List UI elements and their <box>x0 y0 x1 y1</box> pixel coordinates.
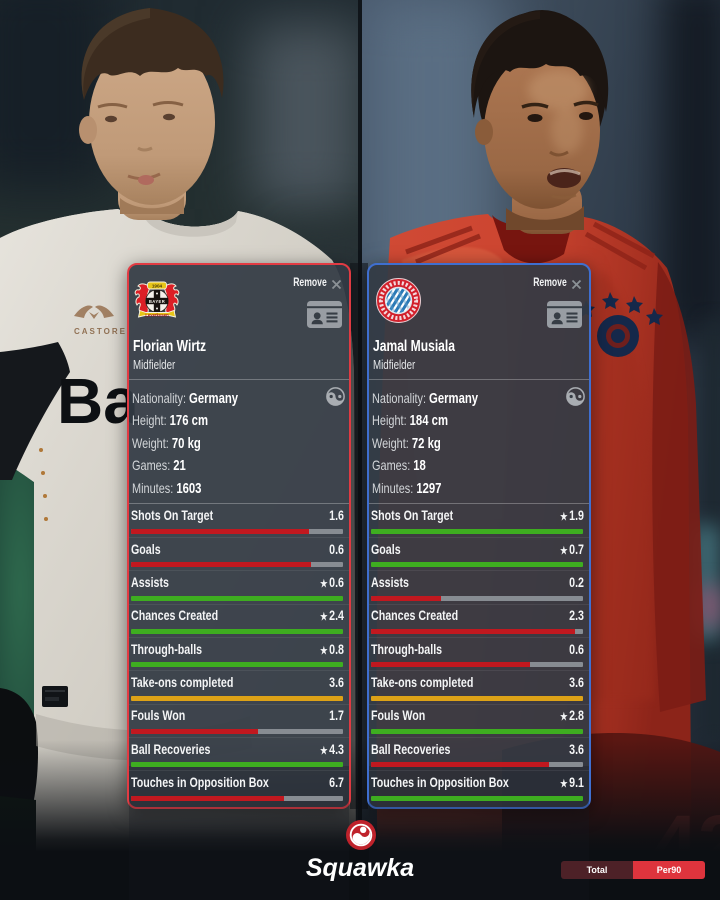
svg-text:Leverkusen: Leverkusen <box>145 312 169 317</box>
svg-text:1904: 1904 <box>152 283 163 288</box>
svg-text:CASTORE: CASTORE <box>74 327 127 336</box>
svg-text:BAYER: BAYER <box>149 299 165 304</box>
svg-text:Ba: Ba <box>57 365 139 437</box>
